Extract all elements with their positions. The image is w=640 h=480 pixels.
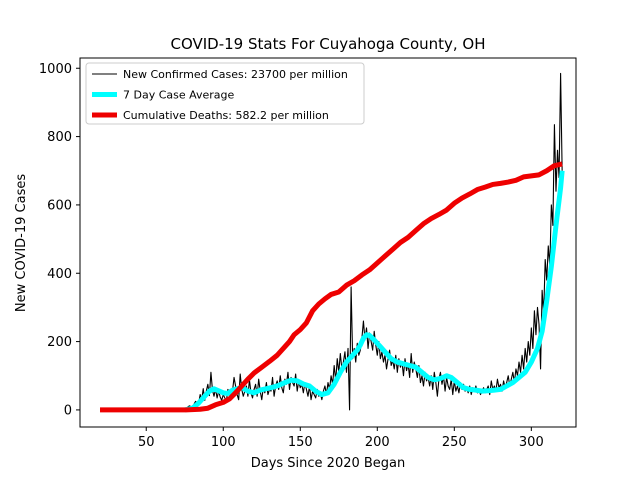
x-tick-label: 300 [519, 435, 544, 450]
legend: New Confirmed Cases: 23700 per million 7 … [85, 62, 365, 125]
x-tick-label: 100 [211, 435, 236, 450]
x-tick-label: 150 [288, 435, 313, 450]
axes: 50 100 150 200 250 300 0 200 400 600 800 1000 [39, 57, 577, 450]
y-tick-label: 200 [47, 335, 72, 350]
chart-title: COVID-19 Stats For Cuyahoga County, OH [170, 35, 485, 53]
y-tick-label: 600 [47, 198, 72, 213]
legend-label-2: 7 Day Case Average [123, 89, 235, 102]
x-axis-label: Days Since 2020 Began [251, 456, 406, 471]
y-tick-label: 0 [64, 403, 72, 418]
x-tick-label: 250 [442, 435, 467, 450]
y-tick-label: 400 [47, 267, 72, 282]
plot-area [100, 72, 565, 413]
y-axis-label: New COVID-19 Cases [14, 174, 29, 312]
x-tick-label: 200 [365, 435, 390, 450]
legend-label-3: Cumulative Deaths: 582.2 per million [123, 109, 329, 122]
y-tick-label: 800 [47, 130, 72, 145]
series-line-2 [184, 170, 565, 413]
legend-label-1: New Confirmed Cases: 23700 per million [123, 68, 348, 81]
legend-box [85, 62, 365, 125]
y-tick-label: 1000 [39, 62, 72, 77]
x-tick-label: 50 [138, 435, 155, 450]
plot-frame [79, 57, 577, 428]
series-line-3 [100, 161, 563, 413]
